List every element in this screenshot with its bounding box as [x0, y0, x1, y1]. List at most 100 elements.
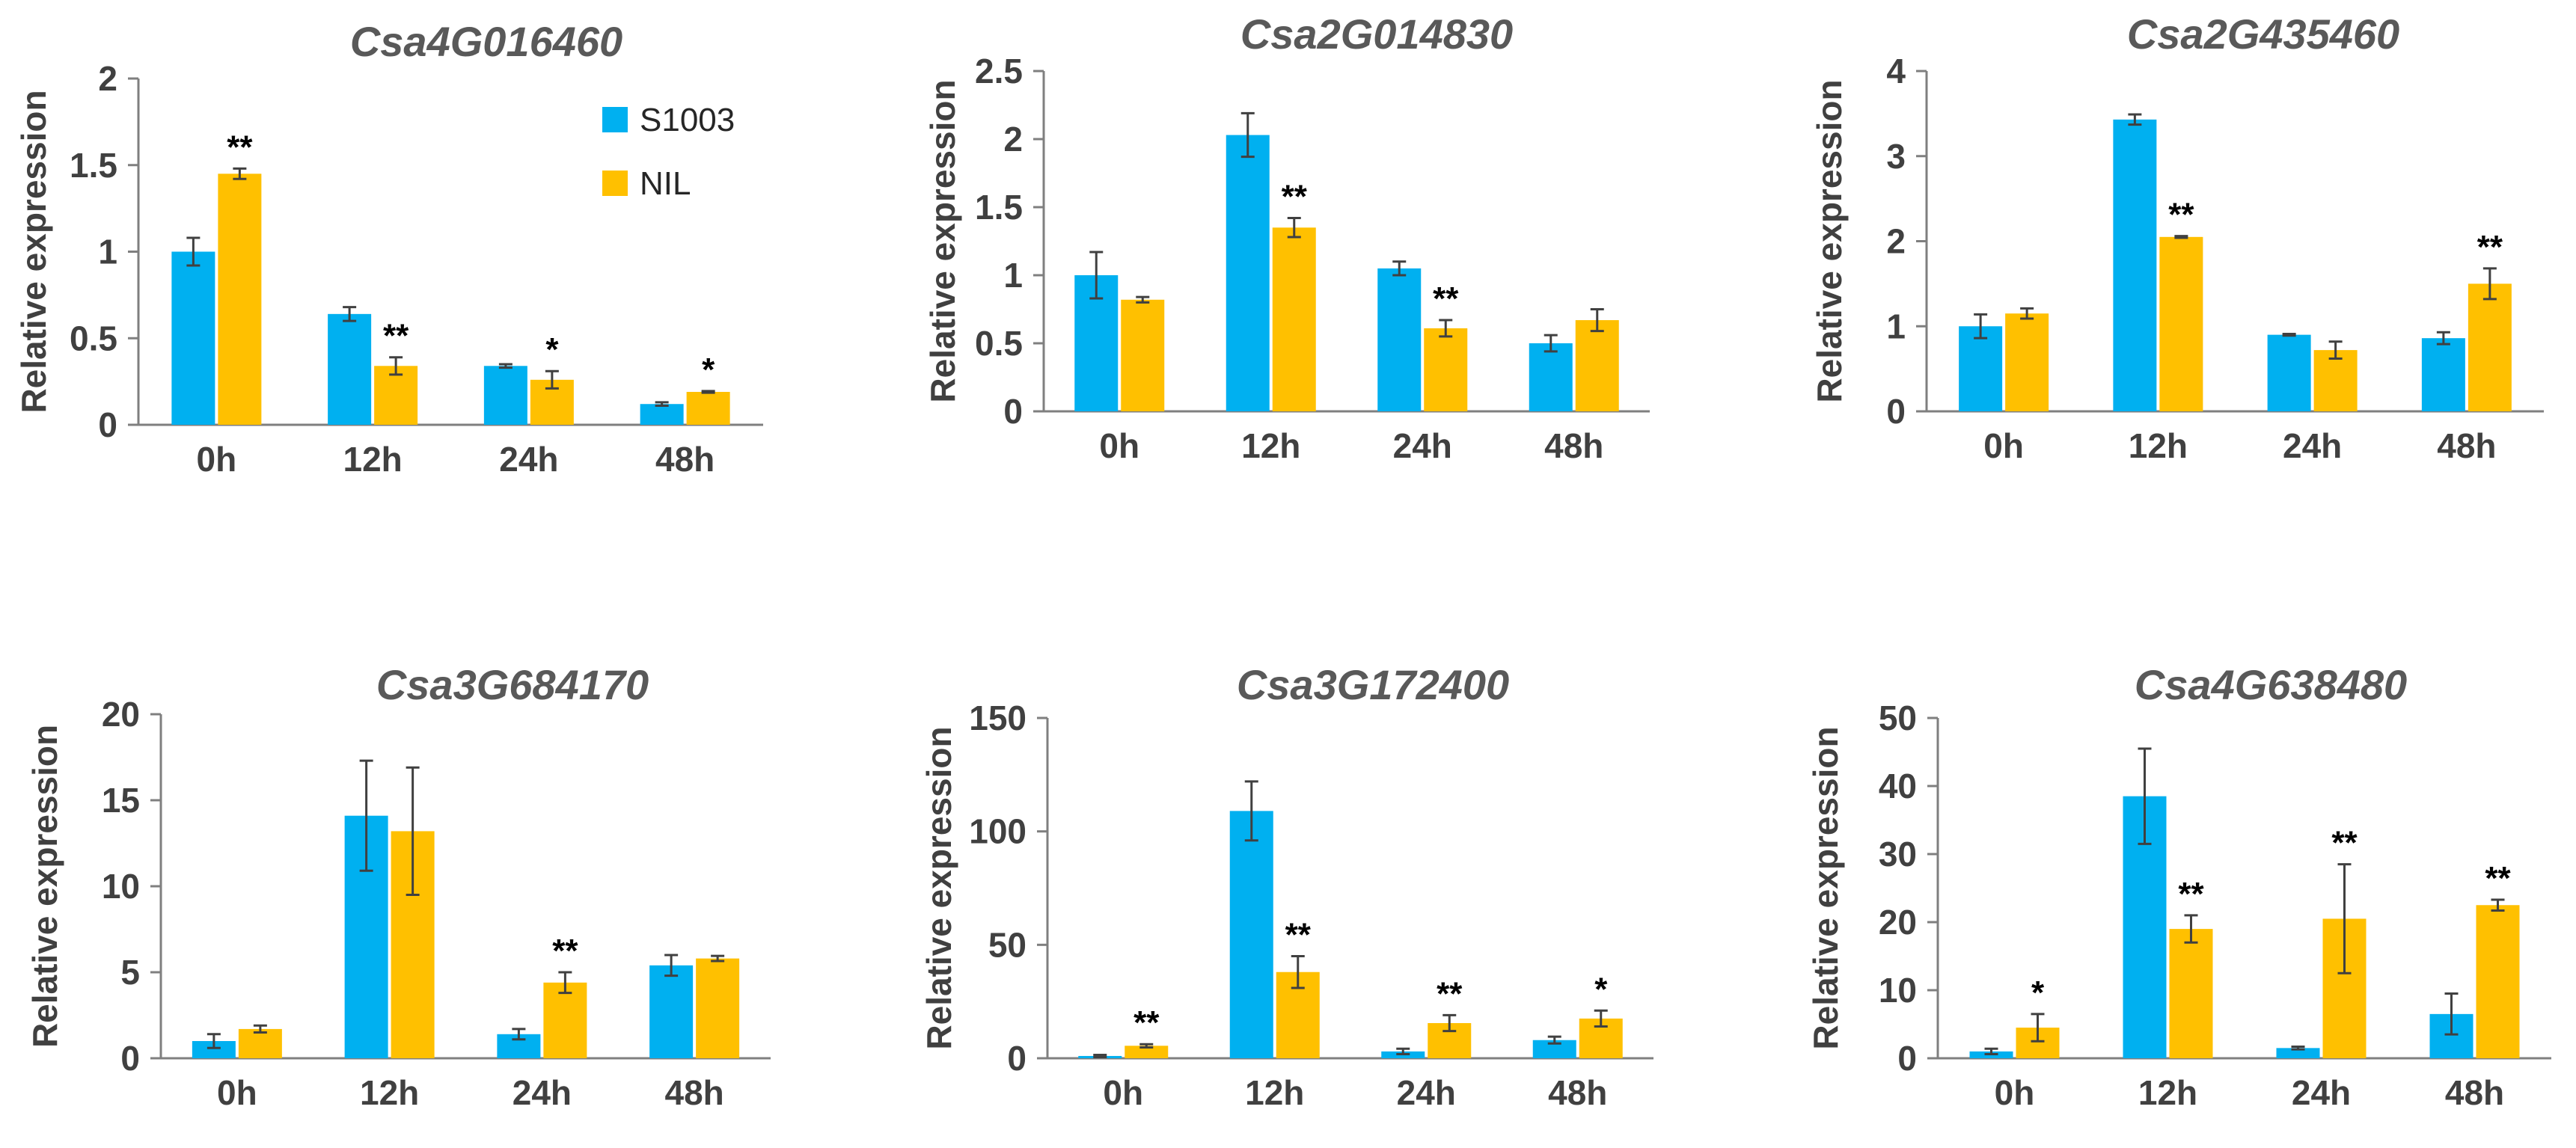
significance-mark: **: [227, 129, 253, 165]
bar-nil-48h: [2468, 283, 2512, 411]
y-tick-label: 10: [1879, 971, 1917, 1010]
legend-label-s1003: S1003: [640, 102, 735, 138]
chart-title: Csa4G016460: [350, 18, 622, 65]
chart-panel-1: Csa4G016460 Relative expression 0 0.5 1 1.5 2 0…: [14, 18, 763, 479]
x-tick-label: 48h: [1548, 1073, 1607, 1112]
bar-nil-0h: [1125, 1046, 1169, 1058]
y-tick-label: 0: [98, 405, 117, 444]
y-tick-label: 0: [1886, 392, 1906, 431]
significance-mark: **: [1437, 975, 1463, 1012]
bar-s1003-12h: [328, 313, 372, 425]
bar-nil-24h: [2313, 350, 2358, 411]
significance-mark: **: [1285, 917, 1312, 954]
y-tick-label: 15: [102, 781, 140, 820]
y-tick-label: 30: [1879, 835, 1917, 874]
significance-mark: **: [2168, 197, 2194, 233]
significance-mark: **: [1282, 179, 1308, 215]
x-tick-label: 48h: [2437, 426, 2496, 465]
bar-s1003-24h: [1377, 268, 1422, 411]
y-tick-label: 1.5: [975, 188, 1023, 227]
y-tick-label: 50: [988, 925, 1027, 964]
y-tick-label: 1: [1886, 307, 1906, 346]
y-tick-label: 0: [120, 1039, 140, 1078]
x-tick-label: 12h: [343, 440, 402, 479]
chart-panel-5: Csa3G172400 Relative expression 0 50 100 150 0…: [920, 661, 1653, 1112]
y-tick-label: 1: [98, 233, 117, 271]
legend: S1003 NIL: [602, 102, 735, 202]
bar-nil-48h: [686, 392, 730, 425]
y-tick-label: 2.5: [975, 52, 1023, 90]
bar-s1003-24h: [2267, 334, 2311, 411]
y-tick-label: 2: [1003, 120, 1023, 159]
bar-nil-48h: [2476, 905, 2520, 1058]
y-tick-label: 10: [102, 867, 140, 906]
y-tick-label: 40: [1879, 767, 1917, 805]
x-tick-label: 48h: [655, 440, 715, 479]
chart-panel-2: Csa2G014830 Relative expression 0 0.5 1 1.5 2 2…: [923, 10, 1650, 465]
x-tick-label: 0h: [1099, 426, 1139, 465]
x-tick-label: 12h: [360, 1073, 419, 1112]
y-tick-label: 1: [1003, 256, 1023, 295]
y-axis-label: Relative expression: [25, 725, 64, 1048]
bar-nil-12h: [2169, 929, 2213, 1058]
bar-nil-0h: [218, 174, 262, 425]
bar-s1003-48h: [2421, 338, 2465, 411]
y-tick-label: 0: [1003, 392, 1023, 431]
y-tick-label: 100: [969, 812, 1027, 851]
y-tick-label: 1.5: [70, 146, 117, 185]
significance-mark: **: [2485, 860, 2511, 897]
y-tick-label: 0.5: [975, 324, 1023, 363]
x-tick-label: 24h: [499, 440, 558, 479]
bar-s1003-24h: [483, 366, 527, 425]
bar-nil-24h: [1424, 328, 1468, 411]
significance-mark: **: [2178, 876, 2204, 912]
y-tick-label: 0.5: [70, 319, 117, 357]
y-tick-label: 0: [1897, 1039, 1917, 1078]
y-tick-label: 4: [1886, 52, 1906, 90]
significance-mark: *: [1594, 971, 1608, 1007]
chart-panel-6: Csa4G638480 Relative expression 0 10 20 30 40 5…: [1806, 661, 2551, 1112]
significance-mark: **: [1133, 1004, 1160, 1041]
x-tick-label: 48h: [1544, 426, 1603, 465]
bar-s1003-12h: [1229, 811, 1273, 1058]
y-axis-label: Relative expression: [1810, 79, 1849, 402]
bar-s1003-0h: [1959, 326, 2003, 411]
significance-mark: **: [2331, 825, 2358, 862]
bar-s1003-48h: [1529, 343, 1573, 411]
y-tick-label: 5: [120, 953, 140, 992]
y-axis-label: Relative expression: [920, 726, 958, 1049]
y-tick-label: 3: [1886, 137, 1906, 176]
y-tick-label: 2: [1886, 222, 1906, 261]
x-tick-label: 48h: [664, 1073, 723, 1112]
x-tick-label: 24h: [513, 1073, 572, 1112]
x-tick-label: 24h: [2292, 1073, 2351, 1112]
significance-mark: **: [2477, 229, 2503, 265]
x-tick-label: 12h: [2138, 1073, 2197, 1112]
chart-panel-4: Csa3G684170 Relative expression 0 5 10 15 20 0h…: [25, 661, 771, 1112]
x-tick-label: 12h: [1245, 1073, 1304, 1112]
bar-nil-0h: [2005, 313, 2049, 411]
bar-s1003-24h: [2276, 1048, 2320, 1058]
x-tick-label: 24h: [2283, 426, 2342, 465]
significance-mark: **: [1433, 280, 1459, 317]
bar-s1003-48h: [640, 404, 684, 425]
y-tick-label: 0: [1007, 1039, 1027, 1078]
significance-mark: **: [552, 933, 578, 969]
legend-label-nil: NIL: [640, 165, 691, 202]
chart-panel-3: Csa2G435460 Relative expression 0 1 2 3 4 0h 12h…: [1810, 10, 2544, 465]
x-tick-label: 0h: [1995, 1073, 2035, 1112]
y-tick-label: 50: [1879, 699, 1917, 737]
y-tick-label: 2: [98, 59, 117, 98]
x-tick-label: 0h: [1103, 1073, 1143, 1112]
bar-s1003-0h: [171, 251, 215, 425]
bar-nil-0h: [238, 1028, 282, 1058]
bar-nil-0h: [1121, 299, 1165, 411]
y-tick-label: 150: [969, 699, 1027, 737]
bar-nil-48h: [1575, 320, 1619, 411]
x-tick-label: 12h: [2129, 426, 2188, 465]
x-tick-label: 12h: [1241, 426, 1300, 465]
significance-mark: *: [545, 331, 559, 368]
significance-mark: **: [383, 318, 409, 354]
bar-s1003-0h: [192, 1041, 236, 1058]
